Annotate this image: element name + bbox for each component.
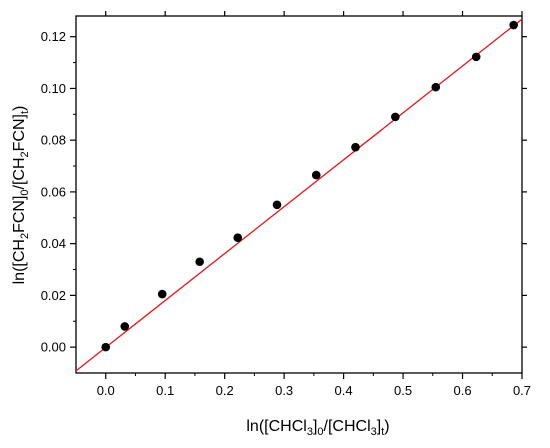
x-tick-label: 0.6 — [453, 383, 471, 398]
y-tick-label: 0.12 — [41, 29, 66, 44]
x-tick-label: 0.1 — [156, 383, 174, 398]
data-point — [311, 170, 321, 180]
x-tick-label: 0.4 — [335, 383, 353, 398]
fit-line-layer — [75, 18, 523, 372]
x-tick-label: 0.2 — [216, 383, 234, 398]
data-point — [157, 289, 167, 299]
y-tick-label: 0.00 — [41, 340, 66, 355]
plot-area — [75, 15, 523, 374]
data-point — [509, 20, 518, 30]
x-axis-label: ln([CHCl3]0/[CHCl3]t) — [246, 418, 389, 438]
data-point — [120, 322, 130, 331]
y-tick-label: 0.02 — [41, 288, 66, 303]
data-point — [195, 257, 204, 267]
x-tick-label: 0.0 — [97, 383, 115, 398]
x-tick-label: 0.5 — [394, 383, 412, 398]
data-point — [233, 233, 243, 243]
y-tick-label: 0.08 — [41, 133, 66, 148]
x-tick-label: 0.3 — [275, 383, 293, 398]
y-tick-label: 0.06 — [41, 184, 66, 199]
ticks-layer: 0.0 0.1 0.2 0.3 0.4 0.5 0.6 0.7 0.00 0.02 0.04 0.06… — [41, 11, 531, 398]
data-point — [351, 142, 360, 152]
data-point — [391, 112, 400, 122]
y-tick-label: 0.10 — [41, 81, 66, 96]
data-point — [431, 82, 441, 92]
y-tick-label: 0.04 — [41, 236, 66, 251]
data-point — [272, 200, 282, 210]
plot-frame — [75, 15, 523, 374]
data-point — [471, 52, 481, 62]
x-tick-label: 0.7 — [513, 383, 531, 398]
fit-line — [75, 18, 523, 372]
y-axis-label: ln([CH2FCN]0/[CH2FCN]t) — [11, 106, 31, 285]
data-point — [101, 342, 111, 352]
data-points-layer — [101, 20, 518, 352]
